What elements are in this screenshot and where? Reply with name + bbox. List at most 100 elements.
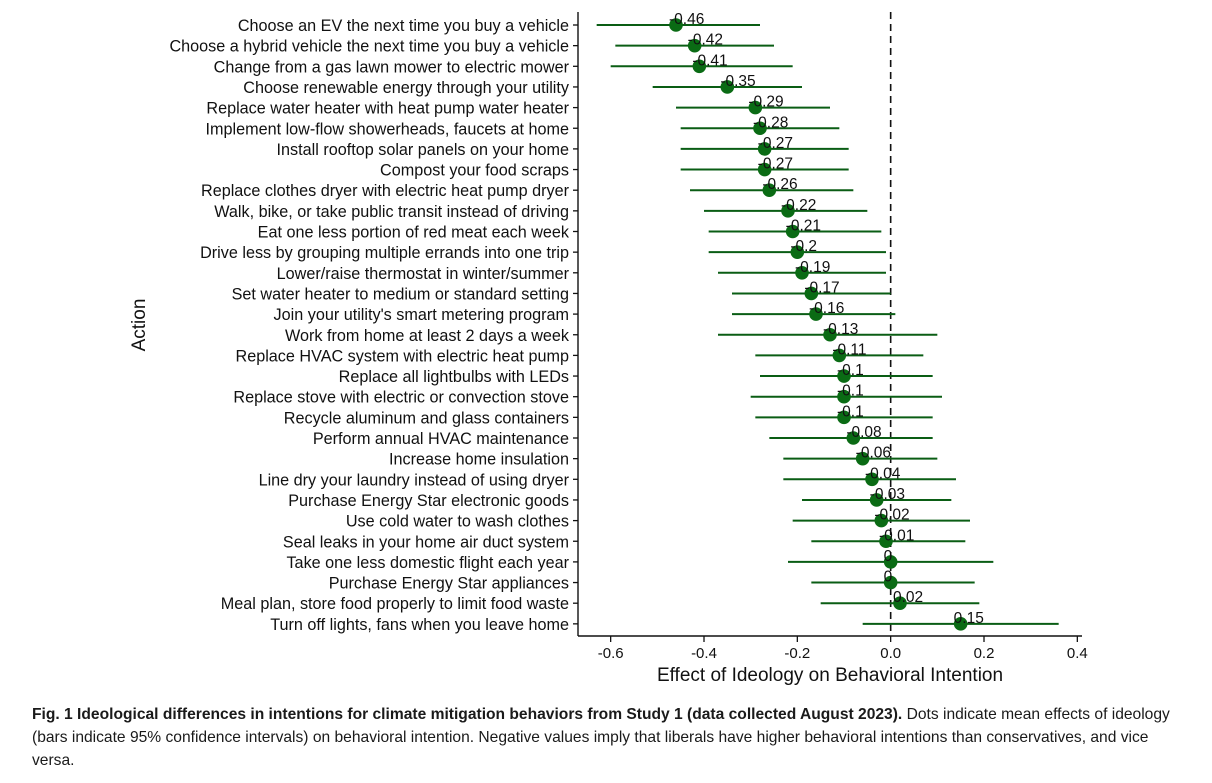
action-label: Replace stove with electric or convectio… (233, 389, 569, 407)
action-row: Line dry your laundry instead of using d… (259, 465, 956, 489)
action-label: Turn off lights, fans when you leave hom… (270, 616, 569, 634)
action-label: Line dry your laundry instead of using d… (259, 471, 570, 489)
action-row: Choose a hybrid vehicle the next time yo… (169, 32, 774, 56)
estimate-value-label: -0.13 (823, 321, 858, 338)
estimate-value-label: 0 (884, 548, 893, 565)
action-row: Turn off lights, fans when you leave hom… (270, 610, 1059, 634)
action-label: Drive less by grouping multiple errands … (200, 244, 569, 262)
action-row: Take one less domestic flight each year 0 (286, 548, 994, 572)
estimate-point (790, 245, 805, 259)
action-label: Eat one less portion of red meat each we… (258, 224, 570, 242)
estimate-point (865, 472, 879, 487)
action-row: Seal leaks in your home air duct system -… (283, 527, 966, 551)
estimate-point (893, 596, 907, 610)
action-label: Replace HVAC system with electric heat p… (236, 347, 569, 365)
action-row: Change from a gas lawn mower to electric… (214, 52, 793, 76)
action-row: Choose an EV the next time you buy a veh… (238, 11, 760, 35)
caption-body: Dots indicate mean effects of ideology (… (32, 706, 1170, 769)
estimate-value-label: 0.15 (954, 610, 984, 627)
estimate-point (869, 493, 884, 507)
estimate-value-label: -0.17 (804, 279, 839, 296)
estimate-value-label: -0.35 (720, 73, 755, 90)
action-label: Seal leaks in your home air duct system (283, 533, 569, 551)
estimate-point (879, 534, 893, 549)
action-row: Drive less by grouping multiple errands … (200, 238, 886, 262)
action-label: Use cold water to wash clothes (346, 513, 569, 531)
action-label: Join your utility's smart metering progr… (274, 306, 569, 324)
action-row: Recycle aluminum and glass containers -0.… (284, 403, 933, 427)
estimate-point (883, 575, 898, 590)
action-label: Recycle aluminum and glass containers (284, 409, 569, 427)
action-row: Increase home insulation -0.06 (389, 445, 938, 469)
estimate-value-label: -0.22 (781, 197, 816, 214)
action-row: Replace all lightbulbs with LEDs -0.1 (339, 362, 933, 386)
estimate-point (795, 266, 809, 280)
action-row: Set water heater to medium or standard s… (232, 279, 891, 303)
action-label: Take one less domestic flight each year (286, 554, 569, 572)
estimate-point (846, 431, 861, 445)
action-label: Meal plan, store food properly to limit … (221, 595, 569, 613)
estimate-point (748, 100, 763, 115)
estimate-value-label: -0.1 (837, 403, 864, 420)
action-label: Work from home at least 2 days a week (285, 327, 570, 345)
action-row: Join your utility's smart metering progr… (274, 300, 896, 324)
action-row: Choose renewable energy through your uti… (243, 73, 802, 97)
rows-group: Choose an EV the next time you buy a veh… (169, 11, 1059, 634)
action-label: Replace water heater with heat pump wate… (206, 100, 569, 118)
estimate-point (785, 224, 800, 239)
action-row: Replace water heater with heat pump wate… (206, 94, 830, 118)
estimate-point (874, 513, 889, 528)
action-row: Eat one less portion of red meat each we… (258, 218, 882, 242)
estimate-point (762, 183, 777, 197)
action-label: Compost your food scraps (380, 162, 569, 180)
estimate-point (883, 555, 898, 569)
action-label: Increase home insulation (389, 451, 569, 469)
estimate-value-label: 0.02 (893, 589, 923, 606)
estimate-value-label: -0.1 (837, 362, 864, 379)
estimate-point (832, 348, 847, 363)
estimate-value-label: -0.27 (758, 156, 793, 173)
estimate-point (753, 121, 767, 136)
x-tick-label: -0.4 (691, 645, 717, 662)
estimate-point (837, 410, 851, 425)
estimate-value-label: 0 (884, 569, 893, 586)
action-row: Replace stove with electric or convectio… (233, 383, 942, 407)
estimate-point (953, 617, 968, 631)
estimate-value-label: -0.41 (692, 52, 727, 69)
estimate-value-label: -0.16 (809, 300, 844, 317)
estimate-value-label: -0.04 (865, 465, 901, 482)
figure-caption: Fig. 1 Ideological differences in intent… (32, 703, 1192, 772)
estimate-value-label: -0.29 (748, 94, 783, 111)
axes-group (577, 12, 1082, 637)
estimate-value-label: -0.42 (688, 32, 723, 49)
estimate-point (804, 286, 819, 301)
x-tick-label: 0.0 (880, 645, 901, 662)
estimate-point (823, 327, 837, 342)
x-ticks-group: -0.6 -0.4 -0.2 0.0 0.2 0.4 (598, 636, 1088, 662)
action-label: Walk, bike, or take public transit inste… (214, 203, 569, 221)
action-label: Lower/raise thermostat in winter/summer (277, 265, 570, 283)
action-label: Choose a hybrid vehicle the next time yo… (169, 38, 569, 56)
estimate-value-label: -0.2 (790, 238, 817, 255)
estimate-point (809, 307, 823, 321)
estimate-value-label: -0.27 (758, 135, 793, 152)
action-label: Install rooftop solar panels on your hom… (277, 141, 569, 159)
x-tick-label: -0.2 (784, 645, 810, 662)
action-label: Change from a gas lawn mower to electric… (214, 58, 570, 76)
estimate-point (669, 18, 683, 32)
forest-plot: -0.6 -0.4 -0.2 0.0 0.2 0.4 Choose an EV the n… (129, 11, 1088, 686)
action-label: Replace all lightbulbs with LEDs (339, 368, 569, 386)
x-tick-label: -0.6 (598, 645, 624, 662)
estimate-point (837, 369, 851, 383)
action-label: Choose renewable energy through your uti… (243, 79, 570, 97)
action-row: Walk, bike, or take public transit inste… (214, 197, 868, 221)
action-label: Purchase Energy Star appliances (329, 575, 569, 593)
estimate-value-label: -0.19 (795, 259, 830, 276)
action-row: Purchase Energy Star appliances 0 (329, 569, 975, 593)
action-row: Purchase Energy Star electronic goods -0.… (288, 486, 952, 510)
action-row: Meal plan, store food properly to limit … (221, 589, 980, 613)
estimate-value-label: -0.26 (762, 176, 797, 193)
estimate-value-label: -0.21 (786, 218, 821, 235)
estimate-value-label: -0.01 (879, 527, 914, 544)
estimate-point (757, 142, 772, 156)
